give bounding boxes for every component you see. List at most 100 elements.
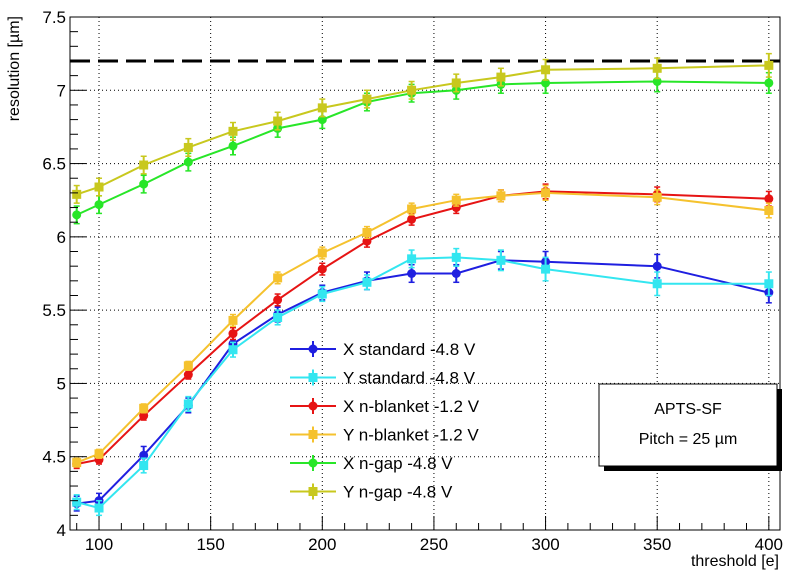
data-point — [228, 126, 238, 136]
series-line — [76, 64, 769, 196]
legend-marker — [308, 401, 318, 411]
data-point — [407, 254, 417, 264]
data-point — [317, 289, 327, 299]
data-point — [451, 78, 461, 88]
y-tick-label: 4.5 — [42, 448, 66, 467]
data-point — [451, 269, 461, 278]
series-y-n-blanket-1-2-v — [72, 184, 774, 468]
data-point — [317, 248, 327, 258]
x-axis-title: threshold [e] — [691, 553, 779, 570]
data-point — [94, 200, 104, 210]
legend-marker — [308, 487, 318, 496]
legend-item: Y standard -4.8 V — [290, 369, 476, 388]
data-point — [652, 261, 662, 271]
data-point — [139, 461, 149, 471]
legend-label: Y standard -4.8 V — [343, 369, 476, 388]
series-line — [76, 256, 769, 510]
data-point — [273, 273, 283, 283]
legend: X standard -4.8 V Y standard -4.8 V X n-bl… — [290, 340, 480, 502]
info-box-title: APTS-SF — [654, 401, 722, 418]
data-point — [94, 503, 104, 513]
legend-item: X n-blanket -1.2 V — [290, 397, 480, 416]
data-point — [541, 188, 551, 198]
data-point — [317, 264, 327, 274]
legend-label: Y n-blanket -1.2 V — [343, 426, 479, 445]
data-point — [139, 160, 149, 170]
data-point — [183, 157, 193, 167]
data-point — [652, 63, 662, 73]
info-box: APTS-SF Pitch = 25 µm — [598, 383, 782, 471]
data-point — [451, 195, 461, 205]
info-box-frame — [598, 383, 778, 467]
data-point — [764, 60, 774, 70]
data-point — [764, 194, 774, 204]
info-box-subtitle: Pitch = 25 µm — [639, 431, 738, 448]
data-point — [183, 142, 193, 152]
y-tick-label: 5 — [57, 374, 66, 393]
data-point — [362, 277, 372, 287]
legend-label: X standard -4.8 V — [343, 340, 476, 359]
x-tick-label: 100 — [85, 535, 113, 554]
data-point — [228, 329, 238, 339]
x-tick-label: 400 — [755, 535, 783, 554]
data-point — [496, 72, 506, 82]
data-point — [451, 252, 461, 262]
legend-item: X n-gap -4.8 V — [290, 454, 453, 473]
info-box-shadow-bottom — [604, 466, 782, 471]
legend-label: Y n-gap -4.8 V — [343, 483, 453, 502]
data-point — [139, 179, 149, 189]
data-point — [273, 312, 283, 322]
data-point — [72, 458, 82, 468]
y-tick-label: 7 — [57, 81, 66, 100]
data-point — [183, 399, 193, 409]
data-point — [273, 295, 283, 305]
data-point — [317, 103, 327, 113]
series-line — [76, 191, 769, 464]
data-point — [183, 361, 193, 371]
data-point — [451, 203, 461, 213]
y-tick-label: 6 — [57, 228, 66, 247]
y-axis-title: resolution [µm] — [6, 16, 23, 121]
data-point — [407, 214, 417, 224]
data-point — [72, 497, 82, 507]
legend-item: Y n-gap -4.8 V — [290, 483, 453, 502]
series-y-standard-4-8-v — [72, 247, 774, 517]
x-tick-label: 300 — [531, 535, 559, 554]
data-point — [72, 189, 82, 199]
ticks — [70, 16, 770, 531]
data-point — [228, 315, 238, 325]
legend-marker — [308, 373, 318, 382]
data-point — [407, 269, 417, 278]
data-point — [407, 204, 417, 214]
data-point — [72, 210, 82, 220]
plot-frame — [69, 16, 781, 531]
x-tick-label: 350 — [643, 535, 671, 554]
series-line — [76, 190, 769, 465]
data-point — [94, 182, 104, 192]
legend-marker — [308, 458, 318, 468]
data-point — [362, 227, 372, 237]
data-point — [496, 255, 506, 265]
data-point — [652, 279, 662, 289]
legend-item: Y n-blanket -1.2 V — [290, 426, 479, 445]
info-box-shadow-right — [777, 389, 782, 471]
y-tick-label: 5.5 — [42, 301, 66, 320]
series-y-n-gap-4-8-v — [72, 52, 774, 204]
x-tick-label: 150 — [196, 535, 224, 554]
series-line — [76, 259, 770, 505]
y-tick-label: 7.5 — [42, 8, 66, 27]
data-point — [362, 94, 372, 104]
data-point — [764, 279, 774, 289]
series-group — [72, 52, 774, 517]
data-point — [228, 141, 238, 151]
data-point — [139, 403, 149, 413]
data-point — [764, 78, 774, 88]
y-tick-label: 6.5 — [42, 155, 66, 174]
x-tick-label: 250 — [420, 535, 448, 554]
legend-label: X n-blanket -1.2 V — [343, 397, 480, 416]
data-point — [541, 264, 551, 274]
legend-label: X n-gap -4.8 V — [343, 454, 453, 473]
x-tick-label: 200 — [308, 535, 336, 554]
tick-labels: 100 150 200 250 300 350 400 4 4.5 5 5.5 6 6.5 7 7.5 — [42, 8, 783, 554]
